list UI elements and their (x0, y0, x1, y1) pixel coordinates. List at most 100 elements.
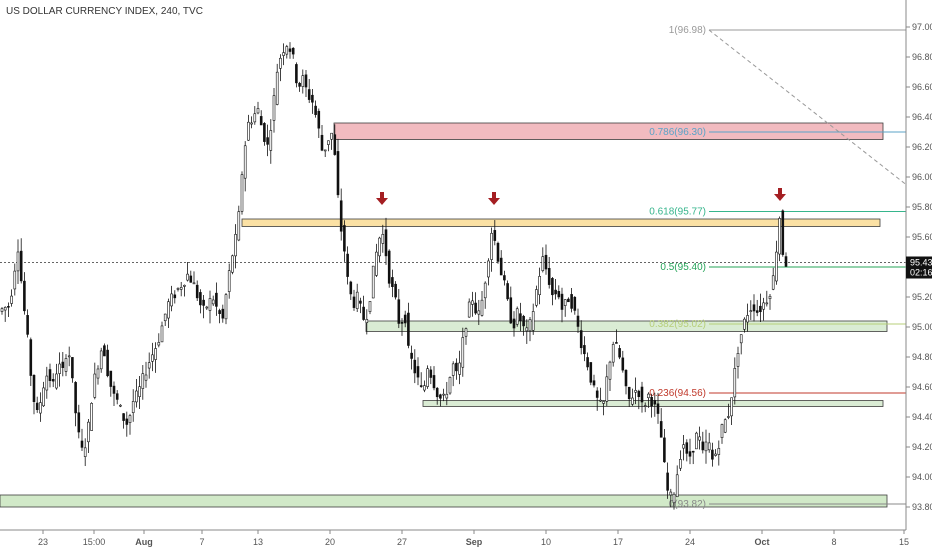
candle-body (368, 301, 372, 312)
candle (717, 440, 721, 466)
candle (224, 293, 228, 325)
candle-body (234, 234, 237, 257)
candle (611, 341, 615, 367)
candle-body (714, 453, 717, 456)
candle-body (253, 113, 257, 123)
x-tick-label: 13 (253, 537, 263, 547)
candle (679, 450, 682, 472)
candle-body (288, 48, 292, 52)
candle-body (458, 362, 461, 375)
candle-body (32, 374, 36, 402)
candle-body (259, 116, 263, 126)
candle (634, 377, 637, 405)
candle-body (426, 368, 429, 387)
candle (307, 78, 311, 104)
candle-body (749, 310, 753, 312)
candle-body (631, 397, 634, 405)
candle (419, 372, 423, 388)
candle-body (554, 289, 557, 295)
candle-body (199, 292, 202, 306)
candle (106, 344, 109, 378)
candle-body (723, 419, 727, 433)
candle-body (643, 405, 647, 407)
x-tick-label: 7 (199, 537, 204, 547)
candle-body (35, 402, 39, 410)
support-zone-94-5 (422, 400, 884, 407)
candle (67, 346, 71, 367)
y-tick-label: 95.80 (912, 202, 932, 212)
candle (688, 438, 692, 465)
candle-body (599, 399, 602, 402)
candle-body (115, 393, 119, 400)
candle (381, 224, 385, 253)
candle (637, 389, 641, 410)
y-tick-label: 94.20 (912, 442, 932, 452)
candle (359, 297, 362, 314)
candle (250, 116, 253, 129)
candle-body (192, 282, 196, 285)
candle-body (355, 291, 359, 309)
candle-body (227, 270, 231, 292)
candle (730, 397, 733, 426)
candle (243, 141, 247, 192)
candle-body (746, 315, 749, 323)
candle-body (221, 308, 225, 319)
candle (304, 69, 308, 98)
candle (221, 304, 225, 323)
candle-body (461, 337, 465, 368)
candle (355, 283, 359, 313)
candle-body (218, 310, 221, 314)
candlesticks (0, 42, 788, 510)
candle-body (333, 134, 337, 155)
candle-body (435, 387, 439, 398)
candle-body (282, 52, 285, 56)
candle-body (544, 254, 548, 270)
candle (218, 308, 221, 324)
candle (675, 465, 679, 498)
candle (317, 108, 321, 139)
candle (35, 396, 39, 413)
candle-body (509, 297, 513, 324)
candle-body (506, 283, 509, 300)
candle-body (439, 394, 442, 399)
candle (554, 278, 557, 300)
fib-label-0: 1(96.98) (669, 25, 706, 36)
candle-body (634, 390, 637, 393)
candle-body (19, 250, 23, 282)
x-tick-label: 10 (541, 537, 551, 547)
candle-body (672, 493, 676, 504)
candle (541, 247, 545, 273)
candle (592, 374, 596, 388)
candle (768, 294, 772, 310)
candle-body (128, 415, 132, 423)
candle (77, 404, 81, 439)
x-tick-label: 15 (899, 537, 909, 547)
candle-body (173, 294, 177, 299)
candle-body (343, 225, 346, 252)
candle-body (547, 268, 551, 285)
candle-body (275, 71, 279, 105)
candle-body (224, 294, 228, 320)
candle-body (298, 82, 301, 87)
candle-body (455, 362, 458, 372)
candle-body (637, 390, 641, 397)
candle-body (512, 318, 516, 329)
candle-body (42, 387, 45, 407)
candle-body (775, 251, 778, 282)
candle-body (669, 491, 673, 496)
candle-body (448, 377, 452, 394)
candle (544, 244, 548, 275)
candle (99, 347, 103, 373)
candle-body (765, 302, 769, 305)
last-price-tag (906, 256, 932, 279)
candle (263, 122, 266, 146)
resistance-zone-red (333, 122, 884, 140)
candle-body (336, 151, 340, 196)
candle (736, 346, 740, 379)
support-zone-95 (365, 320, 888, 332)
candle (784, 252, 788, 268)
candle (560, 287, 564, 323)
candle-body (573, 296, 577, 311)
candle-body (359, 300, 362, 304)
